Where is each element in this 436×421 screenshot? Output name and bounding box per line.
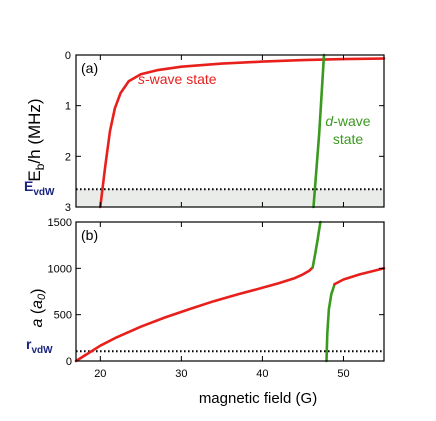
d-wave-annotation: d-wave xyxy=(325,113,370,129)
evdw-label: EvdW xyxy=(24,178,55,198)
panel-b-series-line-0 xyxy=(74,266,315,363)
panel-b-x-tick-label-1: 30 xyxy=(175,368,187,380)
panel-b-label: (b) xyxy=(81,227,98,243)
panel-b-series xyxy=(74,220,386,363)
panel-a-ticks: 0 1 2 3 xyxy=(65,50,384,214)
x-axis-label: magnetic field (G) xyxy=(199,390,317,407)
panel-b: 0 500 1000 1500 20 30 40 50 (b) rvdW a (a0) mag… xyxy=(26,217,386,407)
panel-a-series-line-0 xyxy=(99,57,386,209)
evdw-shaded-region xyxy=(76,189,384,207)
s-wave-annotation: s-wave state xyxy=(138,71,217,87)
panel-a-y-axis-label: Eb/h (MHz) xyxy=(25,98,47,181)
panel-b-x-tick-label-2: 40 xyxy=(256,368,268,380)
panel-a-frame xyxy=(75,54,385,208)
panel-b-y-axis-label: a (a0) xyxy=(29,288,48,327)
panel-b-y-tick-label-3: 1500 xyxy=(48,217,72,229)
panel-b-ticks: 0 500 1000 1500 20 30 40 50 xyxy=(48,217,384,380)
panel-a-y-tick-label-3: 3 xyxy=(65,202,71,214)
panel-a-y-tick-label-2: 2 xyxy=(65,151,71,163)
panel-b-y-tick-label-1: 500 xyxy=(54,310,72,322)
panel-b-series-line-3 xyxy=(333,266,386,286)
rvdw-label: rvdW xyxy=(26,336,53,356)
d-wave-annotation-line2: state xyxy=(333,131,364,147)
panel-a-series xyxy=(99,53,386,209)
panel-b-series-line-1 xyxy=(311,220,322,269)
panel-b-y-tick-label-0: 0 xyxy=(66,356,72,368)
panel-b-series-line-2 xyxy=(325,282,336,363)
panel-b-x-tick-label-3: 50 xyxy=(337,368,349,380)
panel-a-label: (a) xyxy=(81,60,98,76)
panel-a-series-line-1 xyxy=(312,53,326,209)
panel-b-x-tick-label-0: 20 xyxy=(94,368,106,380)
panel-a-y-tick-label-1: 1 xyxy=(65,101,71,113)
panel-b-y-tick-label-2: 1000 xyxy=(48,263,72,275)
panel-b-frame xyxy=(75,221,385,362)
panel-a-y-tick-label-0: 0 xyxy=(65,50,71,62)
